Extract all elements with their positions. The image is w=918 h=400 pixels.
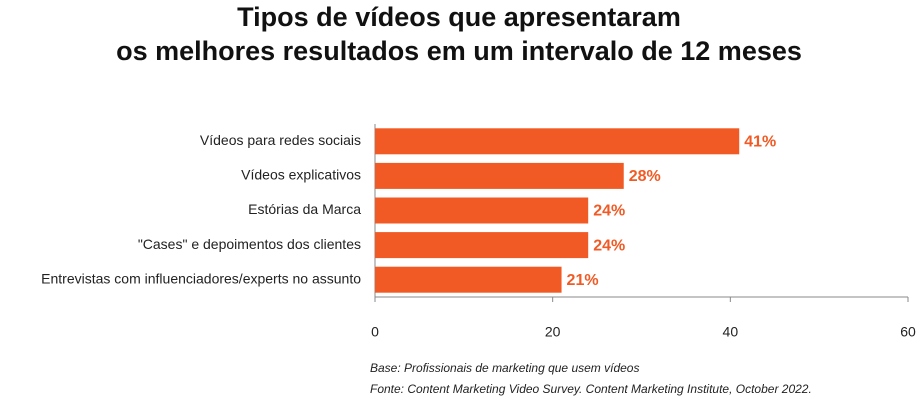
bar	[375, 266, 562, 293]
value-label: 24%	[593, 237, 625, 254]
bar	[375, 232, 589, 259]
x-tick-label: 40	[723, 324, 739, 340]
x-tick-label: 0	[371, 324, 379, 340]
y-tick-label: Vídeos explicativos	[241, 167, 361, 183]
y-tick-label: "Cases" e depoimentos dos clientes	[138, 236, 361, 252]
x-tick-label: 20	[545, 324, 561, 340]
bar	[375, 197, 589, 224]
value-label: 41%	[744, 134, 776, 151]
chart-title: os melhores resultados em um intervalo d…	[116, 36, 802, 66]
y-tick-label: Entrevistas com influenciadores/experts …	[41, 270, 361, 286]
bar	[375, 128, 740, 155]
footnote: Base: Profissionais de marketing que use…	[370, 361, 639, 375]
chart-title: Tipos de vídeos que apresentaram	[237, 2, 681, 32]
y-tick-label: Vídeos para redes sociais	[200, 132, 361, 148]
value-label: 24%	[593, 203, 625, 220]
value-label: 21%	[567, 272, 599, 289]
bar	[375, 162, 624, 189]
value-label: 28%	[629, 168, 661, 185]
x-tick-label: 60	[900, 324, 916, 340]
y-tick-label: Estórias da Marca	[248, 201, 361, 217]
footnote: Fonte: Content Marketing Video Survey. C…	[370, 382, 812, 396]
